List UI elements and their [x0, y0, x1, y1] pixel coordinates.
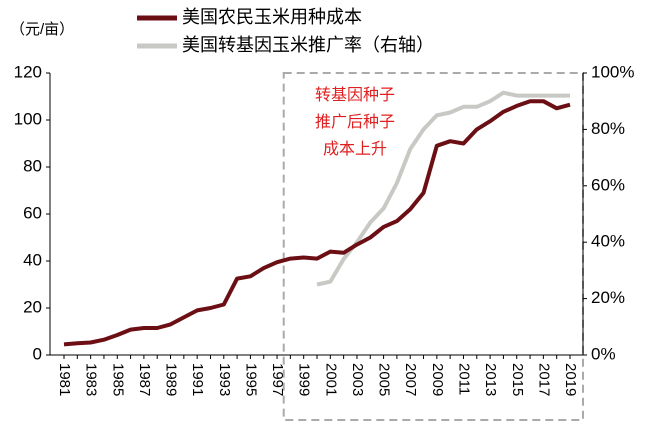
x-tick-label: 1995: [242, 363, 259, 396]
x-tick-label: 1999: [296, 363, 313, 396]
x-tick-label: 2001: [322, 363, 339, 396]
y-tick-label: 120: [14, 62, 42, 81]
y-tick-label: 0: [33, 344, 42, 363]
y-tick-label: 20: [23, 297, 42, 316]
x-tick-label: 1993: [216, 363, 233, 396]
x-tick-label: 2011: [456, 363, 473, 395]
x-tick-label: 1985: [109, 363, 126, 396]
x-tick-label: 1987: [136, 363, 153, 396]
y-tick-label: 40: [23, 250, 42, 269]
x-tick-label: 1991: [189, 363, 206, 396]
x-tick-label: 2013: [482, 363, 499, 396]
y2-tick-label: 20%: [591, 288, 625, 307]
x-tick-label: 2015: [509, 363, 526, 396]
legend-label: 美国农民玉米用种成本: [182, 7, 362, 27]
x-tick-label: 2003: [349, 363, 366, 396]
x-tick-label: 2019: [562, 363, 579, 396]
legend-label: 美国转基因玉米推广率（右轴）: [182, 35, 434, 55]
y2-tick-label: 40%: [591, 232, 625, 251]
x-tick-label: 1989: [163, 363, 180, 396]
y-tick-label: 60: [23, 203, 42, 222]
x-tick-label: 1997: [269, 363, 286, 396]
series-line: [316, 90, 570, 287]
y-axis-unit: （元/亩）: [10, 20, 74, 38]
y-tick-label: 80: [23, 156, 42, 175]
series-line: [63, 99, 571, 347]
y2-tick-label: 60%: [591, 175, 625, 194]
y2-tick-label: 0%: [591, 344, 616, 363]
x-tick-label: 1981: [56, 363, 73, 396]
annotation: 转基因种子: [315, 86, 395, 104]
x-tick-label: 2017: [535, 363, 552, 396]
x-tick-label: 2007: [402, 363, 419, 396]
y2-tick-label: 80%: [591, 119, 625, 138]
y-tick-label: 100: [14, 109, 42, 128]
annotation: 成本上升: [323, 140, 387, 158]
x-tick-label: 2005: [376, 363, 393, 396]
annotation: 推广后种子: [315, 113, 395, 131]
x-tick-label: 1983: [83, 363, 100, 396]
y2-tick-label: 100%: [591, 62, 634, 81]
x-tick-label: 2009: [429, 363, 446, 396]
